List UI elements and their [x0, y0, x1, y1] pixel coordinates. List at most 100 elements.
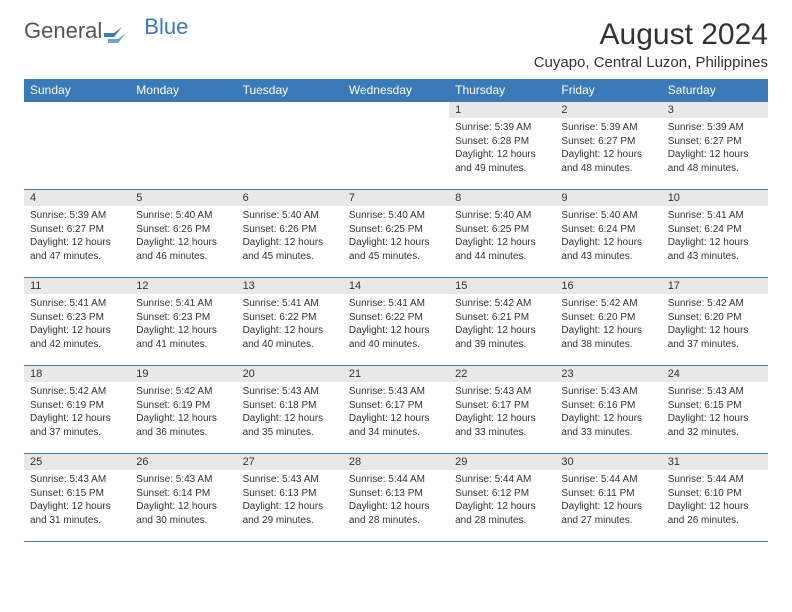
day-number: 14: [343, 278, 449, 294]
day-number: 22: [449, 366, 555, 382]
calendar-week-row: 25Sunrise: 5:43 AMSunset: 6:15 PMDayligh…: [24, 454, 768, 542]
day-number: 7: [343, 190, 449, 206]
calendar-day-cell: 28Sunrise: 5:44 AMSunset: 6:13 PMDayligh…: [343, 454, 449, 542]
day-detail: Sunrise: 5:41 AMSunset: 6:23 PMDaylight:…: [130, 294, 236, 355]
day-number: 16: [555, 278, 661, 294]
weekday-header: Wednesday: [343, 79, 449, 102]
day-detail: Sunrise: 5:44 AMSunset: 6:10 PMDaylight:…: [662, 470, 768, 531]
calendar-day-cell: 7Sunrise: 5:40 AMSunset: 6:25 PMDaylight…: [343, 190, 449, 278]
calendar-day-cell: 20Sunrise: 5:43 AMSunset: 6:18 PMDayligh…: [237, 366, 343, 454]
day-detail: Sunrise: 5:40 AMSunset: 6:24 PMDaylight:…: [555, 206, 661, 267]
day-number: 13: [237, 278, 343, 294]
day-number: 17: [662, 278, 768, 294]
day-number: 30: [555, 454, 661, 470]
day-detail: Sunrise: 5:39 AMSunset: 6:27 PMDaylight:…: [24, 206, 130, 267]
calendar-day-cell: 19Sunrise: 5:42 AMSunset: 6:19 PMDayligh…: [130, 366, 236, 454]
day-number: 12: [130, 278, 236, 294]
calendar-day-cell: 22Sunrise: 5:43 AMSunset: 6:17 PMDayligh…: [449, 366, 555, 454]
day-detail: Sunrise: 5:44 AMSunset: 6:12 PMDaylight:…: [449, 470, 555, 531]
day-detail: Sunrise: 5:41 AMSunset: 6:23 PMDaylight:…: [24, 294, 130, 355]
calendar-body: ........1Sunrise: 5:39 AMSunset: 6:28 PM…: [24, 102, 768, 542]
day-number: 26: [130, 454, 236, 470]
calendar-day-cell: ..: [24, 102, 130, 190]
calendar-day-cell: 5Sunrise: 5:40 AMSunset: 6:26 PMDaylight…: [130, 190, 236, 278]
brand-logo: General Blue: [24, 18, 188, 44]
day-number: 31: [662, 454, 768, 470]
day-detail: Sunrise: 5:42 AMSunset: 6:19 PMDaylight:…: [130, 382, 236, 443]
day-number: 27: [237, 454, 343, 470]
day-number: 8: [449, 190, 555, 206]
location-text: Cuyapo, Central Luzon, Philippines: [534, 54, 768, 71]
day-detail: Sunrise: 5:41 AMSunset: 6:22 PMDaylight:…: [343, 294, 449, 355]
calendar-day-cell: 13Sunrise: 5:41 AMSunset: 6:22 PMDayligh…: [237, 278, 343, 366]
day-detail: Sunrise: 5:44 AMSunset: 6:13 PMDaylight:…: [343, 470, 449, 531]
calendar-header-row: SundayMondayTuesdayWednesdayThursdayFrid…: [24, 79, 768, 102]
brand-text-1: General: [24, 18, 102, 44]
day-detail: Sunrise: 5:43 AMSunset: 6:14 PMDaylight:…: [130, 470, 236, 531]
calendar-day-cell: 25Sunrise: 5:43 AMSunset: 6:15 PMDayligh…: [24, 454, 130, 542]
calendar-day-cell: 16Sunrise: 5:42 AMSunset: 6:20 PMDayligh…: [555, 278, 661, 366]
calendar-week-row: 4Sunrise: 5:39 AMSunset: 6:27 PMDaylight…: [24, 190, 768, 278]
calendar-day-cell: 23Sunrise: 5:43 AMSunset: 6:16 PMDayligh…: [555, 366, 661, 454]
day-detail: Sunrise: 5:43 AMSunset: 6:13 PMDaylight:…: [237, 470, 343, 531]
weekday-header: Sunday: [24, 79, 130, 102]
day-detail: Sunrise: 5:40 AMSunset: 6:25 PMDaylight:…: [343, 206, 449, 267]
calendar-week-row: 11Sunrise: 5:41 AMSunset: 6:23 PMDayligh…: [24, 278, 768, 366]
calendar-day-cell: 27Sunrise: 5:43 AMSunset: 6:13 PMDayligh…: [237, 454, 343, 542]
calendar-day-cell: 21Sunrise: 5:43 AMSunset: 6:17 PMDayligh…: [343, 366, 449, 454]
calendar-day-cell: 9Sunrise: 5:40 AMSunset: 6:24 PMDaylight…: [555, 190, 661, 278]
day-number: 9: [555, 190, 661, 206]
calendar-day-cell: ..: [130, 102, 236, 190]
day-detail: Sunrise: 5:43 AMSunset: 6:18 PMDaylight:…: [237, 382, 343, 443]
day-detail: Sunrise: 5:39 AMSunset: 6:28 PMDaylight:…: [449, 118, 555, 179]
weekday-header: Friday: [555, 79, 661, 102]
day-detail: Sunrise: 5:41 AMSunset: 6:24 PMDaylight:…: [662, 206, 768, 267]
weekday-header: Tuesday: [237, 79, 343, 102]
weekday-header: Saturday: [662, 79, 768, 102]
day-detail: Sunrise: 5:44 AMSunset: 6:11 PMDaylight:…: [555, 470, 661, 531]
day-detail: Sunrise: 5:43 AMSunset: 6:15 PMDaylight:…: [662, 382, 768, 443]
calendar-day-cell: 14Sunrise: 5:41 AMSunset: 6:22 PMDayligh…: [343, 278, 449, 366]
day-number: 3: [662, 102, 768, 118]
day-detail: Sunrise: 5:43 AMSunset: 6:16 PMDaylight:…: [555, 382, 661, 443]
day-detail: Sunrise: 5:40 AMSunset: 6:26 PMDaylight:…: [130, 206, 236, 267]
calendar-day-cell: 18Sunrise: 5:42 AMSunset: 6:19 PMDayligh…: [24, 366, 130, 454]
day-number: 19: [130, 366, 236, 382]
calendar-day-cell: 4Sunrise: 5:39 AMSunset: 6:27 PMDaylight…: [24, 190, 130, 278]
title-block: August 2024 Cuyapo, Central Luzon, Phili…: [534, 18, 768, 71]
day-detail: Sunrise: 5:42 AMSunset: 6:21 PMDaylight:…: [449, 294, 555, 355]
day-number: 4: [24, 190, 130, 206]
calendar-day-cell: 11Sunrise: 5:41 AMSunset: 6:23 PMDayligh…: [24, 278, 130, 366]
calendar-day-cell: ..: [343, 102, 449, 190]
day-detail: Sunrise: 5:42 AMSunset: 6:20 PMDaylight:…: [662, 294, 768, 355]
calendar-day-cell: 30Sunrise: 5:44 AMSunset: 6:11 PMDayligh…: [555, 454, 661, 542]
day-number: 18: [24, 366, 130, 382]
calendar-day-cell: 15Sunrise: 5:42 AMSunset: 6:21 PMDayligh…: [449, 278, 555, 366]
day-number: 11: [24, 278, 130, 294]
day-number: 15: [449, 278, 555, 294]
calendar-day-cell: 29Sunrise: 5:44 AMSunset: 6:12 PMDayligh…: [449, 454, 555, 542]
day-detail: Sunrise: 5:39 AMSunset: 6:27 PMDaylight:…: [555, 118, 661, 179]
calendar-day-cell: 10Sunrise: 5:41 AMSunset: 6:24 PMDayligh…: [662, 190, 768, 278]
weekday-header: Thursday: [449, 79, 555, 102]
day-detail: Sunrise: 5:43 AMSunset: 6:17 PMDaylight:…: [343, 382, 449, 443]
calendar-week-row: ........1Sunrise: 5:39 AMSunset: 6:28 PM…: [24, 102, 768, 190]
month-title: August 2024: [534, 18, 768, 52]
day-detail: Sunrise: 5:43 AMSunset: 6:15 PMDaylight:…: [24, 470, 130, 531]
calendar-day-cell: 26Sunrise: 5:43 AMSunset: 6:14 PMDayligh…: [130, 454, 236, 542]
day-number: 6: [237, 190, 343, 206]
day-number: 2: [555, 102, 661, 118]
calendar-day-cell: 3Sunrise: 5:39 AMSunset: 6:27 PMDaylight…: [662, 102, 768, 190]
day-detail: Sunrise: 5:39 AMSunset: 6:27 PMDaylight:…: [662, 118, 768, 179]
day-number: 25: [24, 454, 130, 470]
calendar-day-cell: 6Sunrise: 5:40 AMSunset: 6:26 PMDaylight…: [237, 190, 343, 278]
day-number: 20: [237, 366, 343, 382]
calendar-day-cell: 1Sunrise: 5:39 AMSunset: 6:28 PMDaylight…: [449, 102, 555, 190]
calendar-day-cell: 17Sunrise: 5:42 AMSunset: 6:20 PMDayligh…: [662, 278, 768, 366]
day-number: 28: [343, 454, 449, 470]
day-number: 10: [662, 190, 768, 206]
day-number: 23: [555, 366, 661, 382]
header: General Blue August 2024 Cuyapo, Central…: [24, 18, 768, 71]
day-number: 29: [449, 454, 555, 470]
day-number: 5: [130, 190, 236, 206]
